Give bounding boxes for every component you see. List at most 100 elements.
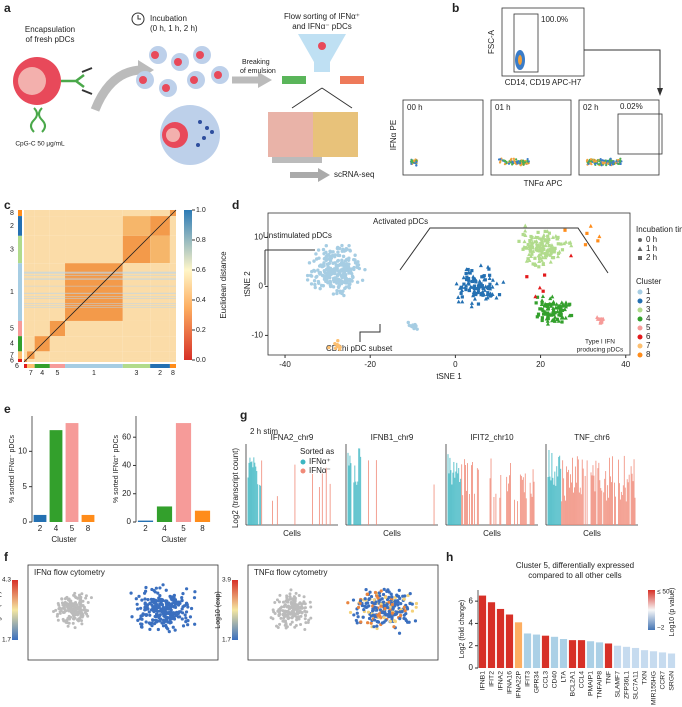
tsne-point xyxy=(561,302,566,306)
tsne-point xyxy=(544,311,549,316)
cell-point xyxy=(380,621,384,625)
cell-point xyxy=(135,602,139,606)
cell-point xyxy=(84,596,88,600)
tsne-point xyxy=(333,261,337,265)
bar xyxy=(613,645,622,668)
event xyxy=(611,163,615,166)
cell-point xyxy=(180,599,184,603)
x-axis-label: Cells xyxy=(483,529,501,538)
legend-marker xyxy=(637,316,643,322)
tsne-point xyxy=(331,250,335,254)
cell-point xyxy=(76,596,80,600)
annotation: Activated pDCs xyxy=(373,217,428,226)
cluster-strip xyxy=(18,336,22,352)
heat-block xyxy=(150,320,170,337)
cell-point xyxy=(164,623,168,628)
tsne-point xyxy=(563,315,568,320)
cell-point xyxy=(73,626,77,630)
cluster-strip xyxy=(65,364,123,368)
tsne-point xyxy=(480,284,484,288)
cluster-label: 5 xyxy=(55,370,59,377)
event xyxy=(609,162,612,165)
x-tick-label: TNF xyxy=(605,671,612,684)
cell-point xyxy=(283,611,287,615)
tsne-point xyxy=(357,266,362,271)
tsne-point xyxy=(466,267,470,272)
cell-point xyxy=(171,625,175,629)
tsne-point xyxy=(468,284,473,289)
event xyxy=(619,162,622,165)
tsne-point xyxy=(521,232,525,237)
cluster-label: 3 xyxy=(10,246,14,253)
tsne-point xyxy=(569,313,574,318)
tsne-point xyxy=(545,303,549,307)
x-tick-label: IFNA2 xyxy=(497,671,504,690)
tsne-point xyxy=(596,239,600,243)
tsne-point xyxy=(597,234,602,239)
tsne-point xyxy=(317,256,321,260)
heat-block xyxy=(65,358,123,362)
cell-point xyxy=(176,611,180,616)
cell-point xyxy=(382,611,386,615)
cell-point xyxy=(80,619,84,623)
bar xyxy=(604,643,613,668)
cell-point xyxy=(161,618,166,622)
event xyxy=(586,161,589,164)
tsne-point xyxy=(535,295,540,299)
event xyxy=(509,159,512,162)
cluster-strip xyxy=(18,216,22,236)
cell-point xyxy=(367,616,372,621)
cell-point xyxy=(54,608,58,612)
y-tick-label: 20 xyxy=(122,489,131,498)
heat-block xyxy=(122,210,151,217)
tsne-point xyxy=(339,268,343,272)
cluster-label: 4 xyxy=(10,341,14,348)
tsne-point xyxy=(545,252,549,256)
arrow-head xyxy=(258,72,272,88)
heat-block xyxy=(49,216,66,236)
cell-point xyxy=(381,600,386,604)
tsne-point xyxy=(472,288,477,293)
tsne-point xyxy=(308,273,313,278)
cell-point xyxy=(398,596,402,600)
tsne-point xyxy=(535,244,540,249)
heat-block xyxy=(169,336,176,352)
cell-point xyxy=(386,606,390,610)
tsne-point xyxy=(494,281,499,286)
heat-stripe xyxy=(24,292,176,294)
cell-point xyxy=(147,610,151,614)
heat-block xyxy=(169,320,176,337)
event xyxy=(611,161,615,164)
tsne-point xyxy=(415,327,419,331)
x-tick-label: 20 xyxy=(536,360,545,369)
cell-point xyxy=(273,600,277,604)
tsne-point xyxy=(336,344,340,348)
time-label: 01 h xyxy=(495,103,511,112)
cell-point xyxy=(414,605,418,609)
cell-point xyxy=(403,609,407,613)
event xyxy=(598,162,602,166)
cell-point xyxy=(398,617,402,621)
event xyxy=(410,161,413,164)
tsne-point xyxy=(322,268,327,273)
tsne-point xyxy=(337,246,342,251)
colorbar-title: Log10 (exp) xyxy=(215,591,222,628)
cell-point xyxy=(82,605,86,609)
cell-point xyxy=(140,617,144,621)
tsne-point xyxy=(490,284,495,289)
tsne-point xyxy=(556,306,560,310)
cell-point xyxy=(297,594,301,598)
tsne-point xyxy=(313,282,317,287)
tsne-point xyxy=(406,320,410,325)
tsne-point xyxy=(522,239,527,244)
tsne-point xyxy=(314,252,318,256)
cell-point xyxy=(130,615,134,619)
tick-label: 0.0 xyxy=(196,357,206,364)
tsne-point xyxy=(347,243,351,248)
cell-point xyxy=(275,598,279,602)
tsne-point xyxy=(348,248,352,252)
y-tick-label: 0 xyxy=(259,282,264,291)
tick-label: 0.2 xyxy=(196,327,206,334)
tsne-point xyxy=(543,304,547,308)
